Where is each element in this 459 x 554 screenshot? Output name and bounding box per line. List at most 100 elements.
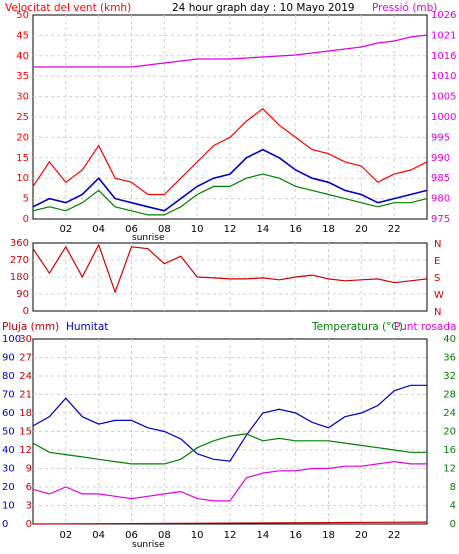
direction-frame bbox=[32, 242, 428, 312]
rain-line bbox=[32, 521, 428, 525]
wind-gust-line bbox=[32, 108, 428, 196]
x-tick-label: 02 bbox=[59, 224, 72, 235]
rain-tick-label: 27 bbox=[19, 353, 32, 364]
x-tick-label: 10 bbox=[191, 224, 204, 235]
rain-tick-label: 24 bbox=[19, 371, 32, 382]
sunrise-label-top: sunrise bbox=[132, 233, 165, 243]
x-tick-label: 06 bbox=[125, 530, 138, 541]
temperature-tick-label: 12 bbox=[443, 464, 456, 475]
compass-label: N bbox=[434, 239, 441, 250]
temperature-tick-label: 36 bbox=[443, 353, 456, 364]
compass-label: W bbox=[434, 290, 444, 301]
temperature-tick-label: 0 bbox=[450, 519, 456, 530]
temperature-tick-label: 32 bbox=[443, 371, 456, 382]
x-tick-label: 22 bbox=[388, 530, 401, 541]
compass-label: S bbox=[434, 273, 440, 284]
pressure-tick-label: 980 bbox=[431, 194, 450, 205]
rain-tick-label: 3 bbox=[26, 501, 32, 512]
humidity-tick-label: 100 bbox=[2, 334, 21, 345]
dew-point-line bbox=[32, 460, 427, 502]
humidity-tick-label: 90 bbox=[2, 353, 15, 364]
humidity-tick-label: 10 bbox=[2, 501, 15, 512]
wind-tick-label: 35 bbox=[16, 71, 29, 82]
direction-tick-label: 270 bbox=[10, 255, 29, 266]
wind-tick-label: 15 bbox=[16, 153, 29, 164]
sunrise-label-bottom: sunrise bbox=[132, 540, 165, 550]
temperature-tick-label: 40 bbox=[443, 334, 456, 345]
wind-avg-line bbox=[32, 173, 428, 216]
humidity-tick-label: 30 bbox=[2, 464, 15, 475]
x-tick-label: 10 bbox=[191, 530, 204, 541]
humidity-axis-title: Humitat bbox=[66, 321, 108, 333]
rain-tick-label: 30 bbox=[19, 334, 32, 345]
x-tick-label: 04 bbox=[92, 530, 105, 541]
wind-tick-label: 10 bbox=[16, 173, 29, 184]
x-tick-label: 20 bbox=[355, 224, 368, 235]
wind-mean-line bbox=[32, 148, 428, 212]
x-tick-label: 16 bbox=[289, 530, 302, 541]
wind-tick-label: 20 bbox=[16, 132, 29, 143]
wind-axis-title: Velocitat del vent (kmh) bbox=[5, 2, 131, 14]
x-tick-label: 18 bbox=[322, 530, 335, 541]
compass-label: N bbox=[434, 307, 441, 318]
pressure-tick-label: 1000 bbox=[431, 112, 456, 123]
pressure-tick-label: 995 bbox=[431, 132, 450, 143]
direction-tick-label: 180 bbox=[10, 272, 29, 283]
temperature-tick-label: 20 bbox=[443, 427, 456, 438]
pressure-tick-label: 985 bbox=[431, 173, 450, 184]
humidity-tick-label: 20 bbox=[2, 482, 15, 493]
pressure-tick-label: 990 bbox=[431, 153, 450, 164]
x-tick-label: 18 bbox=[322, 224, 335, 235]
temperature-line bbox=[32, 433, 427, 465]
pressure-tick-label: 1016 bbox=[431, 51, 456, 62]
pressure-line bbox=[33, 34, 428, 68]
rain-tick-label: 6 bbox=[26, 482, 32, 493]
compass-label: E bbox=[434, 256, 440, 267]
x-tick-label: 22 bbox=[388, 224, 401, 235]
temperature-axis-title: Temperatura (°C) bbox=[311, 321, 403, 333]
x-tick-label: 08 bbox=[158, 530, 171, 541]
wind-tick-label: 45 bbox=[16, 30, 29, 41]
x-tick-label: 12 bbox=[224, 224, 237, 235]
pressure-tick-label: 1026 bbox=[431, 10, 456, 21]
x-tick-label: 06 bbox=[125, 224, 138, 235]
rain-tick-label: 0 bbox=[26, 519, 32, 530]
temperature-tick-label: 16 bbox=[443, 445, 456, 456]
humidity-tick-label: 70 bbox=[2, 390, 15, 401]
rain-tick-label: 12 bbox=[19, 445, 32, 456]
pressure-tick-label: 1010 bbox=[431, 71, 456, 82]
humidity-tick-label: 40 bbox=[2, 445, 15, 456]
wind-tick-label: 0 bbox=[23, 214, 29, 225]
temperature-tick-label: 28 bbox=[443, 390, 456, 401]
humidity-tick-label: 80 bbox=[2, 371, 15, 382]
x-tick-label: 20 bbox=[355, 530, 368, 541]
x-tick-label: 12 bbox=[224, 530, 237, 541]
humidity-tick-label: 0 bbox=[2, 519, 8, 530]
wind-tick-label: 25 bbox=[16, 112, 29, 123]
direction-tick-label: 360 bbox=[10, 238, 29, 249]
direction-tick-label: 0 bbox=[23, 306, 29, 317]
temperature-tick-label: 8 bbox=[450, 482, 456, 493]
x-tick-label: 14 bbox=[256, 530, 269, 541]
rain-humidity-temp-panel: 0369121518212427300102030405060708090100… bbox=[2, 334, 456, 541]
rain-tick-label: 9 bbox=[26, 464, 32, 475]
direction-tick-label: 90 bbox=[16, 289, 29, 300]
rain-tick-label: 21 bbox=[19, 390, 32, 401]
pressure-tick-label: 1021 bbox=[431, 30, 456, 41]
wind-tick-label: 50 bbox=[16, 10, 29, 21]
wind-tick-label: 30 bbox=[16, 92, 29, 103]
rain-tick-label: 15 bbox=[19, 427, 32, 438]
wind-tick-label: 40 bbox=[16, 51, 29, 62]
chart-title: 24 hour graph day : 10 Mayo 2019 bbox=[172, 2, 355, 14]
x-tick-label: 04 bbox=[92, 224, 105, 235]
rain-tick-label: 18 bbox=[19, 408, 32, 419]
dew-axis-title: Punt rosada bbox=[394, 321, 456, 333]
temperature-tick-label: 4 bbox=[450, 501, 456, 512]
pressure-tick-label: 1005 bbox=[431, 92, 456, 103]
humidity-tick-label: 60 bbox=[2, 408, 15, 419]
direction-line bbox=[32, 243, 428, 294]
rain-axis-title: Pluja (mm) bbox=[2, 321, 59, 333]
x-tick-label: 02 bbox=[59, 530, 72, 541]
x-tick-label: 08 bbox=[158, 224, 171, 235]
